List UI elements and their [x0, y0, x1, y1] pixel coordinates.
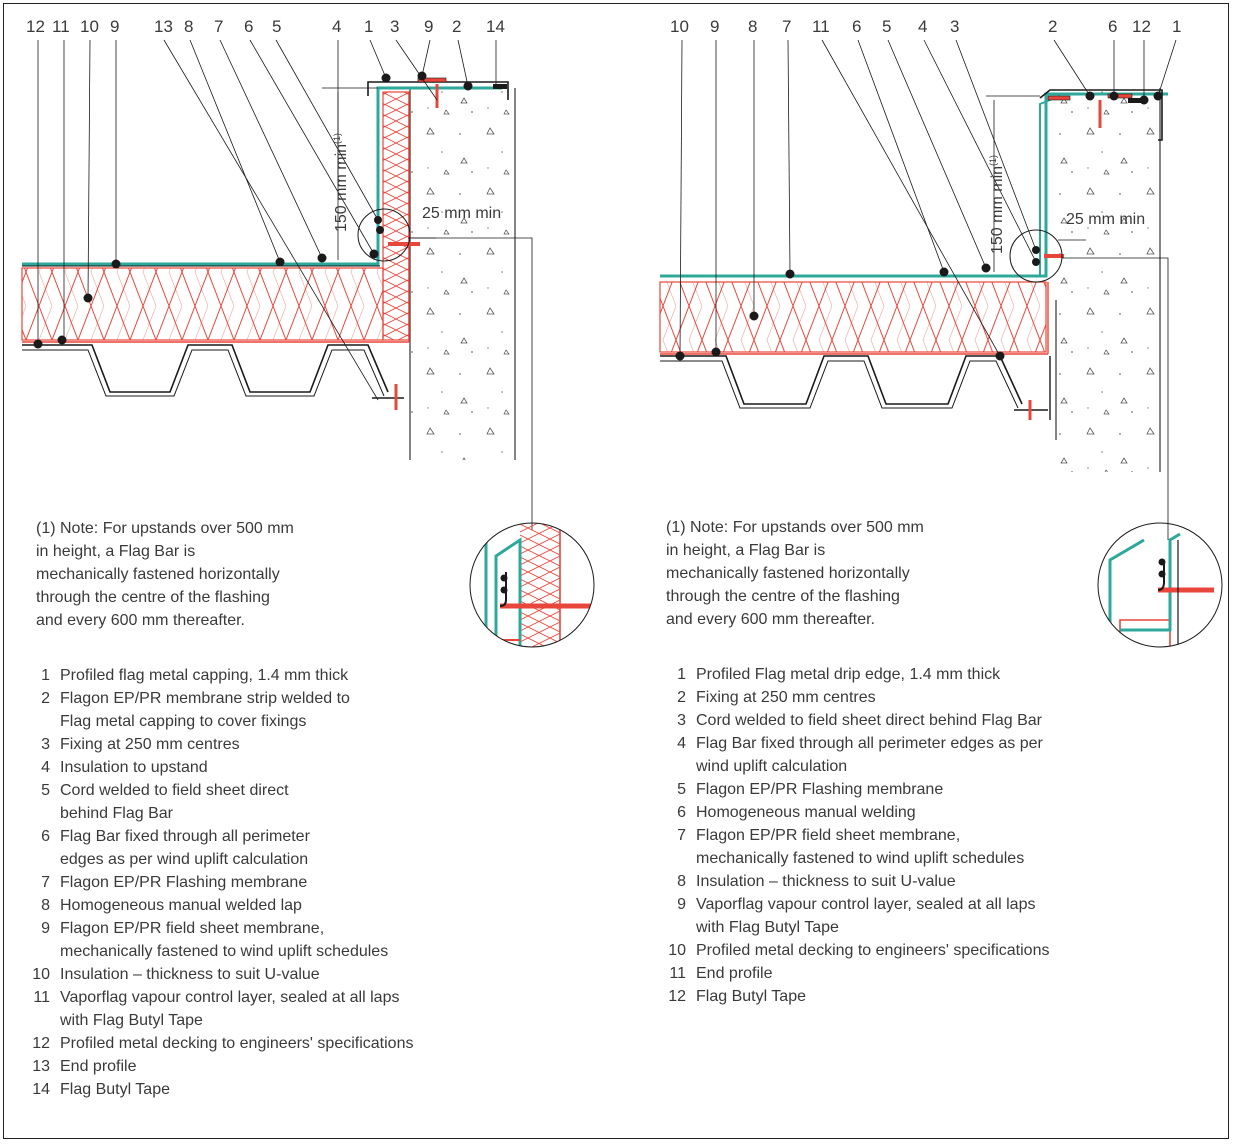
- left-callout: 1: [364, 17, 373, 36]
- right-callout: 9: [710, 17, 719, 36]
- right-legend: 1 Profiled Flag metal drip edge, 1.4 mm t…: [666, 663, 1049, 1008]
- legend-item: 5 Flagon EP/PR Flashing membrane: [677, 781, 944, 798]
- right-callout: 3: [950, 17, 959, 36]
- membrane: [660, 92, 1168, 278]
- legend-item: 2 Flagon EP/PR membrane strip welded to F…: [41, 690, 350, 730]
- right-detail: [659, 39, 1177, 540]
- legend-item: 4 Insulation to upstand: [41, 759, 208, 776]
- right-callout: 1: [1172, 17, 1181, 36]
- legend-item: 5 Cord welded to field sheet direct behin…: [41, 782, 289, 822]
- legend-item: 3 Cord welded to field sheet direct behin…: [677, 712, 1042, 729]
- legend-item: 12 Flag Butyl Tape: [668, 988, 806, 1005]
- legend-item: 6 Flag Bar fixed through all perimeter ed…: [41, 828, 310, 868]
- diagram-frame: [3, 3, 1229, 1139]
- left-callout: 2: [452, 17, 461, 36]
- note-line: mechanically fastened horizontally: [666, 565, 910, 582]
- right-callout: 10: [670, 17, 689, 36]
- note-line: in height, a Flag Bar is: [666, 542, 826, 559]
- left-callout: 5: [272, 17, 281, 36]
- left-callout: 9: [424, 17, 433, 36]
- right-callout: 2: [1048, 17, 1057, 36]
- right-callout: 6: [852, 17, 861, 36]
- legend-item: 14 Flag Butyl Tape: [32, 1081, 170, 1098]
- legend-item: 3 Fixing at 250 mm centres: [41, 736, 240, 753]
- legend-item: 9 Vaporflag vapour control layer, sealed …: [677, 896, 1036, 936]
- concrete-wall: [410, 88, 515, 460]
- roof-insulation: [21, 267, 384, 341]
- legend-item: 8 Insulation – thickness to suit U-value: [677, 873, 956, 890]
- legend-item: 6 Homogeneous manual welding: [677, 804, 916, 821]
- left-detail: [21, 39, 533, 530]
- right-callout: 8: [748, 17, 757, 36]
- note-line: (1) Note: For upstands over 500 mm: [666, 519, 924, 536]
- left-dim-width: 25 mm min: [422, 205, 501, 222]
- concrete-wall: [1056, 88, 1160, 472]
- left-callout: 12: [26, 17, 45, 36]
- membrane: [22, 86, 502, 266]
- right-callout: 11: [812, 17, 830, 36]
- legend-item: 9 Flagon EP/PR field sheet membrane, mech…: [41, 920, 389, 960]
- legend-item: 7 Flagon EP/PR field sheet membrane, mech…: [677, 827, 1025, 867]
- left-callout: 9: [110, 17, 119, 36]
- left-callout: 8: [184, 17, 193, 36]
- left-magnified-detail: [469, 522, 595, 648]
- note-line: through the centre of the flashing: [36, 589, 270, 606]
- left-callout: 6: [244, 17, 253, 36]
- legend-item: 13 End profile: [32, 1058, 137, 1075]
- right-callout-labels: 10 9 8 7 11 6 5 4 3 2 6 12 1 150 mm min(…: [670, 17, 1181, 254]
- right-dim-height: 150 mm min(1): [988, 155, 1006, 254]
- left-callout: 4: [332, 17, 341, 36]
- right-note: (1) Note: For upstands over 500 mm in he…: [666, 516, 996, 631]
- legend-item: 1 Profiled flag metal capping, 1.4 mm thi…: [41, 667, 349, 684]
- note-line: and every 600 mm thereafter.: [36, 612, 245, 629]
- left-legend: 1 Profiled flag metal capping, 1.4 mm thi…: [30, 664, 413, 1101]
- note-line: and every 600 mm thereafter.: [666, 611, 875, 628]
- roof-insulation: [659, 281, 1047, 353]
- right-callout: 6: [1108, 17, 1117, 36]
- left-callout: 7: [214, 17, 223, 36]
- right-callout: 12: [1132, 17, 1151, 36]
- metal-decking: [22, 344, 389, 393]
- note-line: in height, a Flag Bar is: [36, 543, 196, 560]
- legend-item: 2 Fixing at 250 mm centres: [677, 689, 876, 706]
- left-callout-labels: 12 11 10 9 13 8 7 6 5 4 1 3 9 2 14 150 m…: [26, 17, 505, 232]
- legend-item: 10 Insulation – thickness to suit U-value: [32, 966, 320, 983]
- left-dim-height: 150 mm min(1): [332, 133, 350, 232]
- right-callout: 5: [882, 17, 891, 36]
- note-line: through the centre of the flashing: [666, 588, 900, 605]
- drip-edge: [1039, 89, 1163, 141]
- note-line: mechanically fastened horizontally: [36, 566, 280, 583]
- right-callout: 4: [918, 17, 927, 36]
- note-line: (1) Note: For upstands over 500 mm: [36, 520, 294, 537]
- left-callout: 3: [390, 17, 399, 36]
- legend-item: 8 Homogeneous manual welded lap: [41, 897, 302, 914]
- left-callout: 14: [486, 17, 505, 36]
- legend-item: 11 End profile: [669, 965, 773, 982]
- left-callout: 13: [154, 17, 173, 36]
- right-dim-width: 25 mm min: [1066, 211, 1145, 228]
- left-callout: 11: [52, 17, 70, 36]
- left-callout: 10: [80, 17, 99, 36]
- left-note: (1) Note: For upstands over 500 mm in he…: [36, 517, 366, 632]
- metal-decking: [660, 355, 1023, 405]
- right-magnified-detail: [1097, 522, 1223, 648]
- right-callout: 7: [782, 17, 791, 36]
- legend-item: 4 Flag Bar fixed through all perimeter ed…: [677, 735, 1043, 775]
- legend-item: 10 Profiled metal decking to engineers' s…: [668, 942, 1050, 959]
- upstand-insulation: [382, 91, 410, 341]
- legend-item: 12 Profiled metal decking to engineers' s…: [32, 1035, 414, 1052]
- legend-item: 1 Profiled Flag metal drip edge, 1.4 mm t…: [677, 666, 1001, 683]
- legend-item: 11 Vaporflag vapour control layer, sealed…: [33, 989, 400, 1029]
- legend-item: 7 Flagon EP/PR Flashing membrane: [41, 874, 308, 891]
